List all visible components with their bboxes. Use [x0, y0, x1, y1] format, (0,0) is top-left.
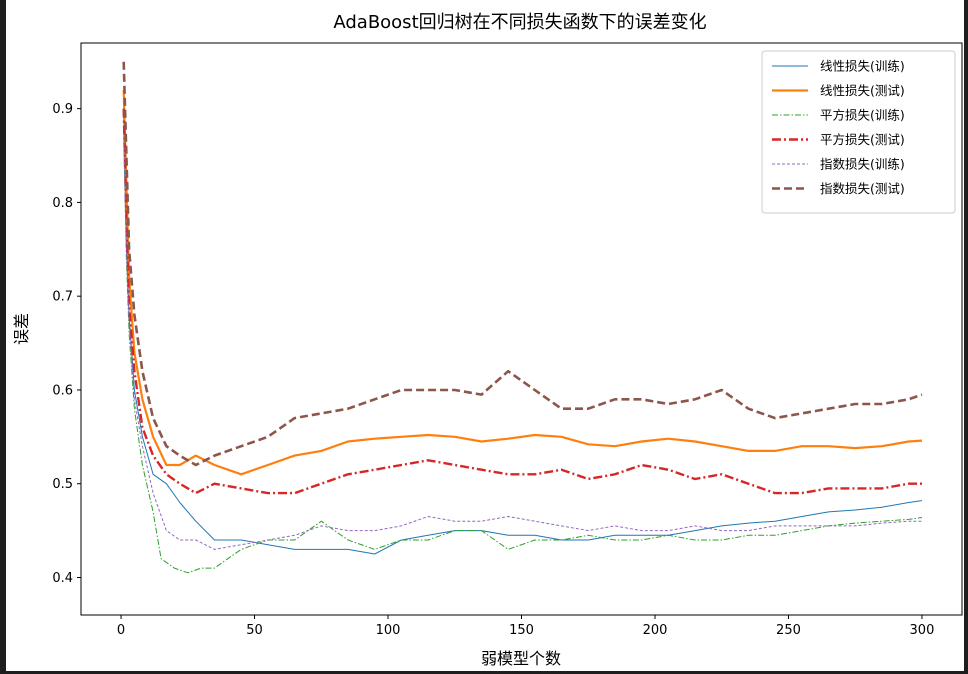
x-tick-label: 300: [910, 623, 935, 638]
window-frame-left: [0, 0, 6, 674]
x-tick-label: 50: [246, 623, 263, 638]
window-frame-right: [964, 0, 968, 674]
y-tick-label: 0.9: [52, 102, 73, 117]
legend-label-1: 线性损失(训练): [820, 59, 905, 74]
legend-label-3: 平方损失(训练): [820, 108, 905, 123]
x-tick-label: 0: [117, 623, 125, 638]
y-tick-label: 0.8: [52, 196, 73, 211]
y-tick-label: 0.6: [52, 383, 73, 398]
legend-label-4: 平方损失(测试): [820, 132, 905, 147]
legend: 线性损失(训练) 线性损失(测试) 平方损失(训练) 平方损失(测试) 指数损失(训练)…: [761, 50, 956, 214]
series-line-5: [123, 136, 922, 550]
chart-title: AdaBoost回归树在不同损失函数下的误差变化: [333, 12, 706, 33]
y-axis-label: 误差: [12, 313, 31, 345]
legend-label-5: 指数损失(训练): [820, 157, 905, 172]
x-axis-label: 弱模型个数: [481, 649, 561, 668]
legend-box: [761, 50, 956, 214]
y-axis-ticks: 0.4 0.5 0.6 0.7 0.8 0.9: [52, 102, 81, 586]
series-layer: [122, 61, 923, 574]
legend-label-2: 线性损失(测试): [820, 83, 905, 98]
x-tick-label: 150: [509, 623, 534, 638]
x-tick-label: 250: [776, 623, 801, 638]
x-tick-label: 200: [643, 623, 668, 638]
series-line-4: [122, 108, 922, 495]
y-tick-label: 0.7: [52, 290, 73, 305]
window-frame-bottom: [0, 671, 968, 674]
y-tick-label: 0.4: [52, 571, 73, 586]
series-line-2: [122, 89, 923, 476]
legend-label-6: 指数损失(测试): [820, 181, 905, 196]
series-line-3: [123, 127, 923, 574]
y-tick-label: 0.5: [52, 477, 73, 492]
x-axis-ticks: 0 50 100 150 200 250 300: [117, 615, 934, 638]
x-tick-label: 100: [376, 623, 401, 638]
series-line-6: [122, 61, 923, 467]
